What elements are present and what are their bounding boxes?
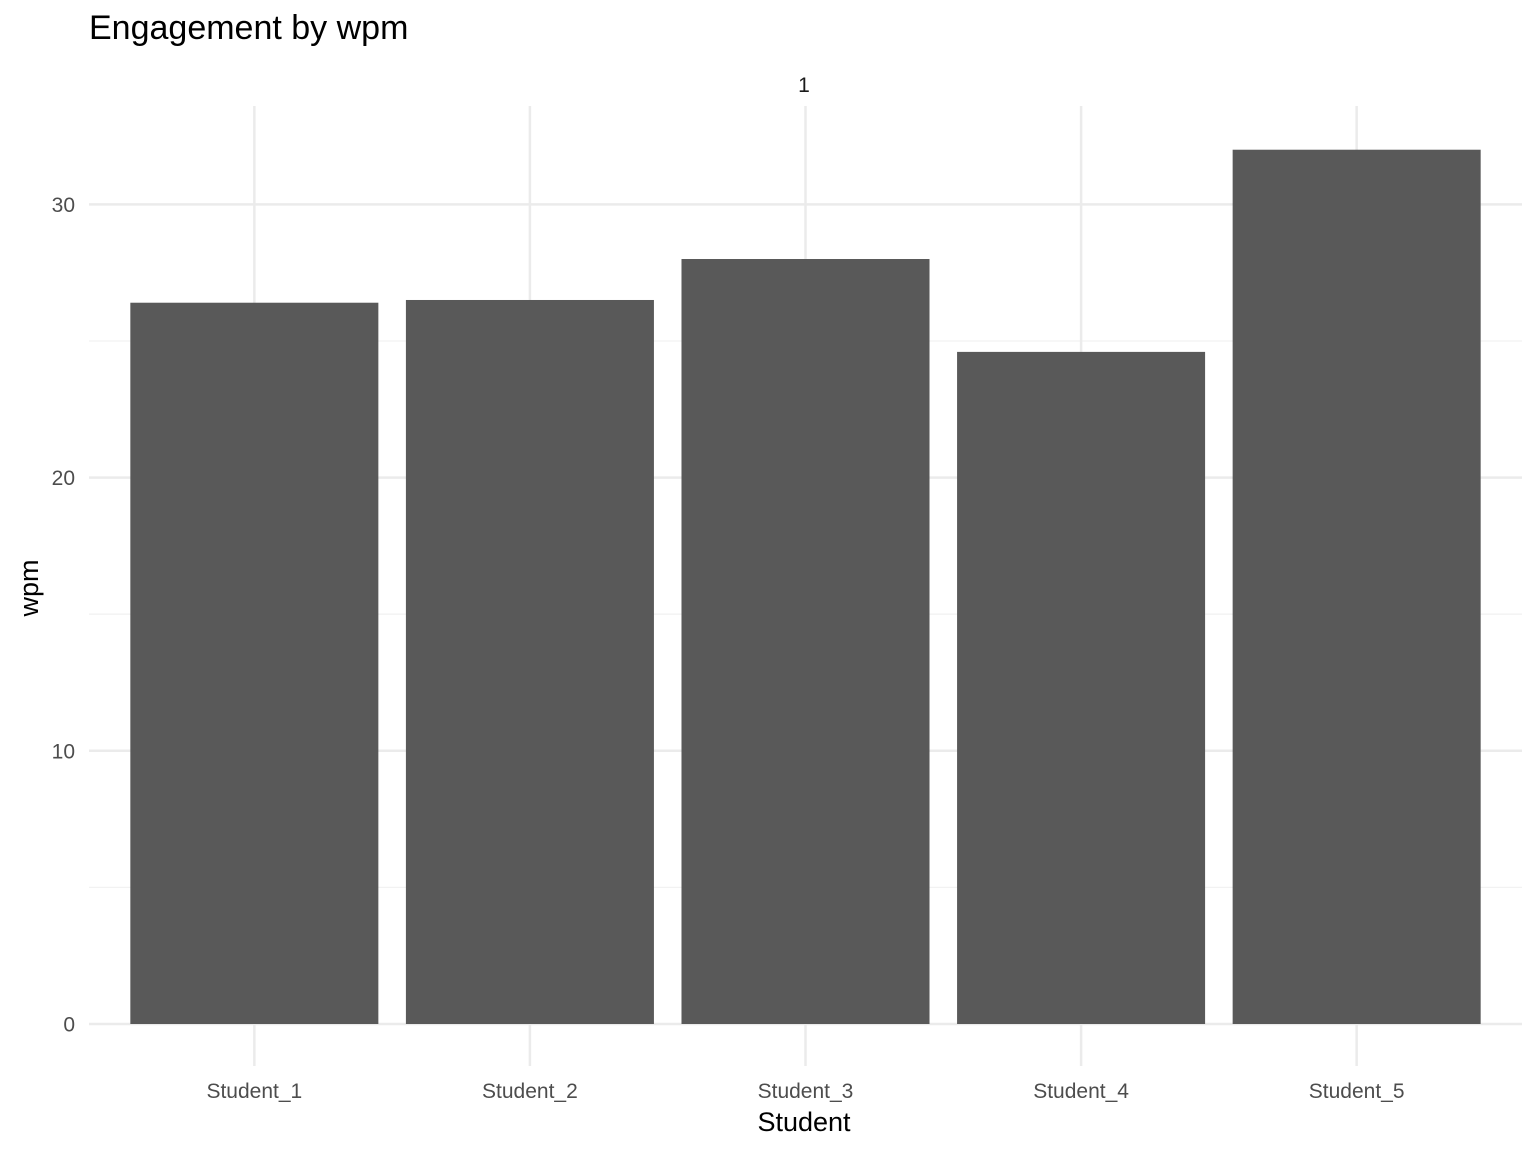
x-tick-label: Student_3 [758, 1080, 854, 1103]
x-axis-ticks: Student_1 Student_2 Student_3 Student_4 Stud… [206, 1080, 1404, 1103]
y-tick-label: 0 [63, 1014, 75, 1037]
chart-title: Engagement by wpm [89, 9, 408, 47]
y-tick-label: 30 [52, 194, 75, 217]
bars [130, 149, 1481, 1025]
facet-strip-label: 1 [798, 74, 810, 97]
y-axis-ticks: 0 10 20 30 [52, 194, 75, 1037]
x-tick-label: Student_1 [206, 1080, 302, 1103]
y-tick-label: 10 [52, 740, 75, 763]
bar-student-5 [1232, 149, 1481, 1024]
x-tick-label: Student_4 [1033, 1080, 1129, 1103]
y-tick-label: 20 [52, 467, 75, 490]
bar-student-2 [405, 299, 654, 1024]
bar-student-1 [130, 302, 379, 1024]
bar-student-3 [681, 259, 930, 1024]
bar-student-4 [957, 351, 1206, 1025]
x-tick-label: Student_2 [482, 1080, 578, 1103]
x-tick-label: Student_5 [1309, 1080, 1405, 1103]
x-axis-title: Student [757, 1107, 851, 1137]
y-axis-title: wpm [14, 559, 44, 617]
